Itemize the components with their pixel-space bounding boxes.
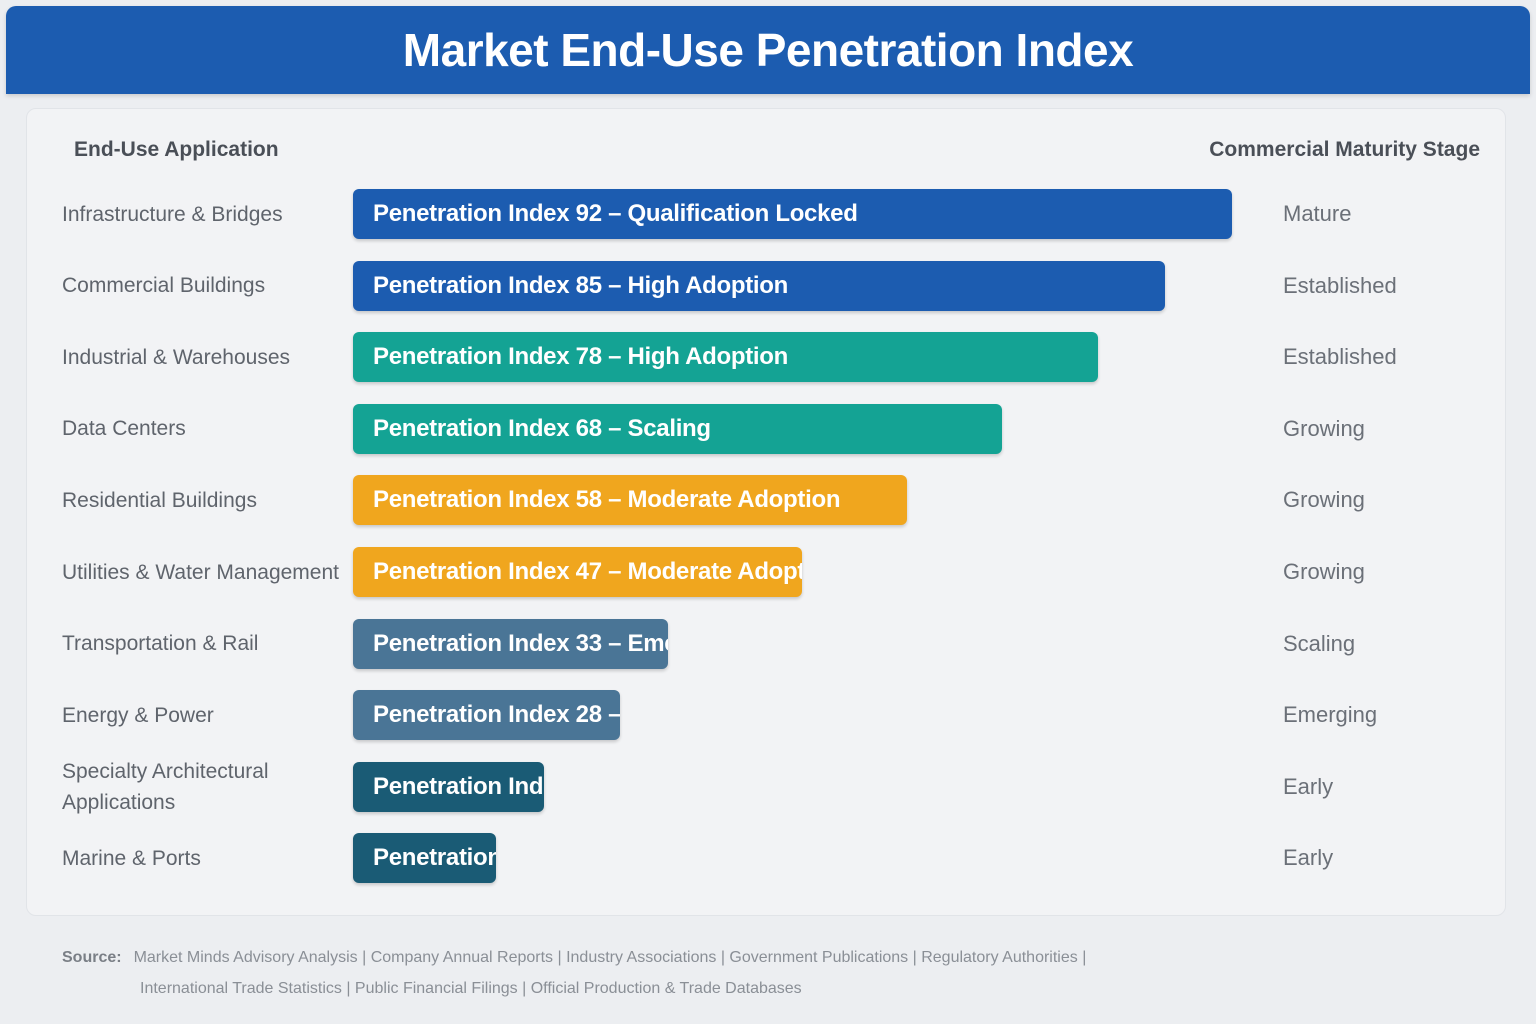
bar: Penetration Index 92 – Qualification Loc…	[353, 189, 1232, 239]
row-label: Commercial Buildings	[62, 274, 266, 298]
maturity-stage: Early	[1283, 773, 1334, 799]
row-label: Infrastructure & Bridges	[62, 202, 283, 226]
bar: Penetration Index 15 – Formation	[353, 833, 496, 884]
maturity-stage: Early	[1283, 845, 1334, 871]
row-label: Industrial & Warehouses	[62, 345, 290, 369]
row-label: Marine & Ports	[62, 846, 201, 870]
maturity-stage: Scaling	[1283, 630, 1356, 656]
row-label: Data Centers	[62, 417, 186, 441]
bar-label: Penetration Index 68 – Scaling	[373, 414, 711, 442]
bar-label: Penetration Index 58 – Moderate Adoption	[373, 486, 841, 514]
row-label: Utilities & Water Management	[62, 560, 339, 584]
title-banner: Market End-Use Penetration Index	[6, 6, 1530, 94]
column-header-stage: Commercial Maturity Stage	[1209, 138, 1480, 161]
bar-label: Penetration Index 92 – Qualification Loc…	[373, 200, 858, 227]
source-line-1: Market Minds Advisory Analysis | Company…	[133, 949, 1087, 966]
row-label: Residential Buildings	[62, 488, 257, 512]
source-label: Source:	[62, 949, 122, 966]
bar-label: Penetration Index 78 – High Adoption	[373, 343, 789, 371]
row-label: Specialty Architectural Applications	[62, 759, 269, 814]
bar-label: Penetration Index 33 – Emerging	[373, 629, 668, 657]
source-line-2: International Trade Statistics | Public …	[140, 980, 802, 997]
bar: Penetration Index 33 – Emerging	[353, 618, 668, 669]
bar: Penetration Index 58 – Moderate Adoption	[353, 475, 907, 526]
source-note: Source: Market Minds Advisory Analysis | …	[62, 942, 1502, 997]
column-header-application: End-Use Application	[74, 138, 279, 161]
bar: Penetration Index 28 – Emerging	[353, 690, 620, 741]
bar-label: Penetration Index 20 – Early Stage	[373, 772, 544, 800]
bar: Penetration Index 68 – Scaling	[353, 403, 1002, 454]
bar: Penetration Index 47 – Moderate Adoption	[353, 547, 802, 597]
maturity-stage: Established	[1283, 344, 1397, 370]
maturity-stage: Mature	[1283, 201, 1352, 226]
maturity-stage: Growing	[1283, 559, 1365, 584]
row-label: Transportation & Rail	[62, 632, 259, 656]
maturity-stage: Growing	[1283, 487, 1365, 513]
maturity-stage: Established	[1283, 272, 1397, 298]
maturity-stage: Growing	[1283, 415, 1365, 441]
maturity-stage: Emerging	[1283, 702, 1378, 728]
bar: Penetration Index 78 – High Adoption	[353, 332, 1098, 383]
bar-label: Penetration Index 15 – Formation	[373, 844, 496, 872]
bar: Penetration Index 85 – High Adoption	[353, 260, 1165, 311]
chart-title: Market End-Use Penetration Index	[402, 24, 1134, 76]
bar: Penetration Index 20 – Early Stage	[353, 761, 544, 812]
row-label: Energy & Power	[62, 703, 214, 727]
bar-label: Penetration Index 28 – Emerging	[373, 701, 620, 729]
bar-label: Penetration Index 85 – High Adoption	[373, 271, 789, 299]
bar-label: Penetration Index 47 – Moderate Adoption	[373, 558, 802, 585]
